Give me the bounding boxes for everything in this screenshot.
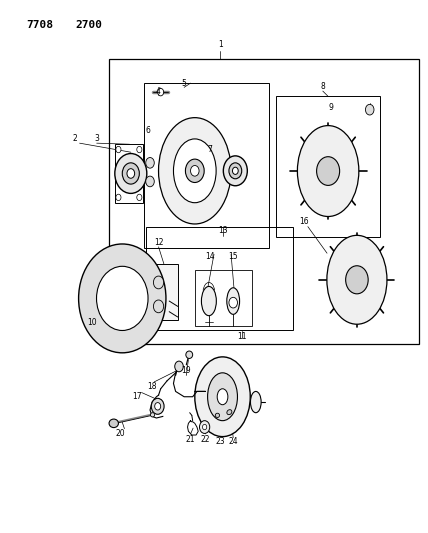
Text: 1: 1: [218, 40, 223, 49]
Ellipse shape: [115, 154, 147, 193]
Text: 12: 12: [154, 238, 163, 247]
Ellipse shape: [223, 156, 247, 186]
Ellipse shape: [232, 167, 238, 174]
Text: 3: 3: [94, 134, 99, 143]
Ellipse shape: [97, 266, 148, 330]
Text: 19: 19: [181, 366, 191, 375]
Ellipse shape: [227, 288, 240, 314]
Bar: [146, 227, 293, 330]
Ellipse shape: [79, 244, 166, 353]
Text: 14: 14: [205, 253, 214, 261]
Ellipse shape: [327, 236, 387, 324]
Ellipse shape: [250, 391, 261, 413]
Text: 17: 17: [132, 392, 142, 401]
Bar: [144, 83, 270, 248]
Ellipse shape: [215, 413, 220, 417]
Circle shape: [146, 158, 154, 168]
Ellipse shape: [208, 373, 238, 421]
Circle shape: [116, 194, 121, 200]
Text: 5: 5: [182, 78, 187, 87]
Text: 11: 11: [237, 332, 247, 341]
Text: 10: 10: [88, 318, 97, 327]
Bar: [115, 144, 143, 203]
Ellipse shape: [109, 419, 119, 427]
Text: 13: 13: [218, 226, 227, 235]
Text: 6: 6: [146, 126, 150, 135]
Circle shape: [199, 421, 210, 433]
Circle shape: [185, 159, 204, 182]
Circle shape: [202, 424, 207, 430]
Bar: [195, 270, 253, 326]
Text: 2: 2: [73, 134, 78, 143]
Circle shape: [153, 300, 163, 313]
Circle shape: [137, 194, 142, 200]
Circle shape: [158, 88, 163, 96]
Ellipse shape: [202, 286, 216, 316]
Circle shape: [116, 147, 121, 153]
Text: 21: 21: [186, 435, 195, 444]
Circle shape: [346, 266, 368, 294]
Text: 22: 22: [201, 435, 210, 444]
Circle shape: [190, 165, 199, 176]
Text: 9: 9: [329, 102, 334, 111]
Circle shape: [175, 361, 183, 372]
Text: 15: 15: [229, 253, 238, 261]
Ellipse shape: [229, 163, 242, 179]
Ellipse shape: [158, 118, 231, 224]
Circle shape: [155, 402, 160, 410]
Text: 16: 16: [299, 217, 309, 226]
Text: 4: 4: [156, 86, 161, 95]
Circle shape: [137, 147, 142, 153]
Bar: [276, 96, 380, 237]
Ellipse shape: [217, 389, 228, 405]
Text: 7708: 7708: [26, 20, 54, 30]
Ellipse shape: [195, 357, 250, 437]
Text: 20: 20: [115, 430, 125, 439]
Ellipse shape: [227, 410, 232, 415]
Ellipse shape: [186, 351, 193, 359]
Circle shape: [151, 398, 164, 414]
Circle shape: [153, 276, 163, 289]
Bar: [150, 264, 178, 320]
Text: 18: 18: [147, 382, 157, 391]
Bar: [110, 59, 419, 344]
Circle shape: [146, 176, 154, 187]
Text: 8: 8: [321, 82, 325, 91]
Ellipse shape: [173, 139, 216, 203]
Ellipse shape: [150, 413, 155, 417]
Text: 7: 7: [207, 145, 212, 154]
Ellipse shape: [122, 163, 140, 184]
Circle shape: [366, 104, 374, 115]
Circle shape: [229, 297, 238, 308]
Circle shape: [317, 157, 340, 185]
Text: 2700: 2700: [75, 20, 102, 30]
Ellipse shape: [127, 168, 135, 178]
Text: 24: 24: [229, 438, 238, 447]
Text: 23: 23: [216, 438, 225, 447]
Ellipse shape: [297, 126, 359, 216]
